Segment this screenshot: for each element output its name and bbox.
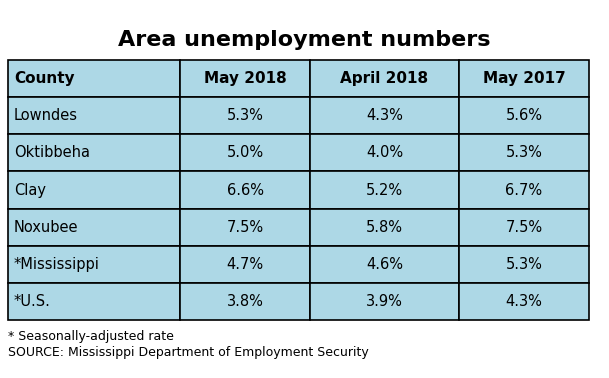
Bar — [459, 283, 589, 320]
Text: 6.6%: 6.6% — [227, 183, 264, 197]
Bar — [180, 97, 311, 134]
Text: 5.8%: 5.8% — [366, 220, 403, 235]
Text: 6.7%: 6.7% — [505, 183, 543, 197]
Bar — [180, 283, 311, 320]
Text: 5.3%: 5.3% — [505, 257, 543, 272]
Bar — [8, 134, 180, 172]
Bar — [311, 172, 459, 209]
Text: 7.5%: 7.5% — [227, 220, 264, 235]
Text: April 2018: April 2018 — [340, 71, 429, 86]
Text: 7.5%: 7.5% — [505, 220, 543, 235]
Bar — [459, 134, 589, 172]
Text: *U.S.: *U.S. — [14, 294, 51, 309]
Bar — [8, 246, 180, 283]
Bar — [311, 97, 459, 134]
Bar — [180, 60, 311, 97]
Text: 5.3%: 5.3% — [227, 108, 264, 123]
Bar — [311, 283, 459, 320]
Text: 5.0%: 5.0% — [227, 146, 264, 160]
Bar — [311, 60, 459, 97]
Bar — [8, 97, 180, 134]
Bar — [180, 246, 311, 283]
Text: 3.8%: 3.8% — [227, 294, 264, 309]
Text: Lowndes: Lowndes — [14, 108, 78, 123]
Text: Noxubee: Noxubee — [14, 220, 79, 235]
Text: 5.6%: 5.6% — [505, 108, 543, 123]
Bar — [459, 97, 589, 134]
Bar — [8, 283, 180, 320]
Bar — [459, 246, 589, 283]
Bar — [8, 209, 180, 246]
Text: 3.9%: 3.9% — [366, 294, 403, 309]
Text: May 2017: May 2017 — [482, 71, 565, 86]
Text: 4.0%: 4.0% — [366, 146, 403, 160]
Bar — [180, 209, 311, 246]
Text: May 2018: May 2018 — [204, 71, 287, 86]
Text: 4.3%: 4.3% — [366, 108, 403, 123]
Bar — [180, 172, 311, 209]
Text: 5.3%: 5.3% — [505, 146, 543, 160]
Text: Area unemployment numbers: Area unemployment numbers — [118, 30, 491, 50]
Text: 4.7%: 4.7% — [227, 257, 264, 272]
Bar — [180, 134, 311, 172]
Text: County: County — [14, 71, 75, 86]
Text: Oktibbeha: Oktibbeha — [14, 146, 90, 160]
Text: Clay: Clay — [14, 183, 46, 197]
Text: 4.3%: 4.3% — [505, 294, 543, 309]
Bar — [311, 209, 459, 246]
Bar — [311, 246, 459, 283]
Text: * Seasonally-adjusted rate: * Seasonally-adjusted rate — [8, 330, 174, 343]
Text: 4.6%: 4.6% — [366, 257, 403, 272]
Bar — [459, 209, 589, 246]
Bar — [8, 172, 180, 209]
Bar — [459, 60, 589, 97]
Text: 5.2%: 5.2% — [366, 183, 403, 197]
Text: *Mississippi: *Mississippi — [14, 257, 100, 272]
Text: SOURCE: Mississippi Department of Employment Security: SOURCE: Mississippi Department of Employ… — [8, 346, 369, 359]
Bar — [8, 60, 180, 97]
Bar — [459, 172, 589, 209]
Bar — [311, 134, 459, 172]
